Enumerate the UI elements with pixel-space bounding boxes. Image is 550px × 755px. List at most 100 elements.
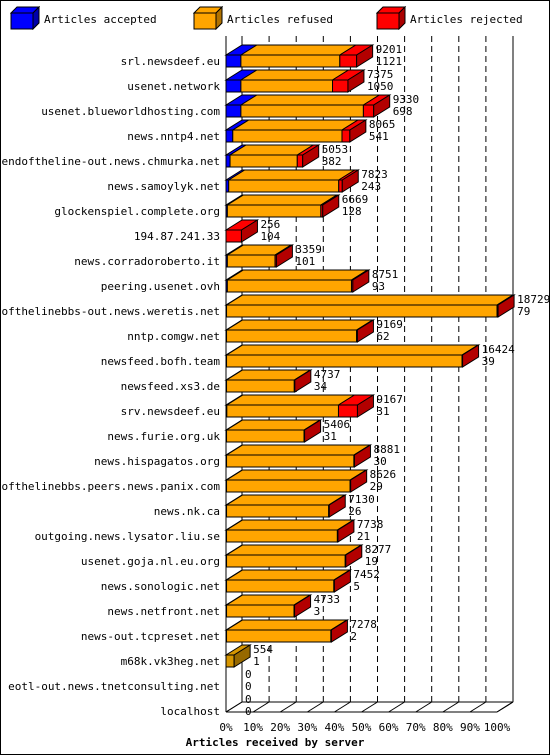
- category-label: usenet.network: [127, 80, 220, 93]
- value-label-total: 8277: [365, 543, 392, 556]
- bar-segment-refused: [226, 604, 295, 618]
- bar-side-rejected: [356, 44, 374, 68]
- value-label-second: 26: [348, 505, 361, 518]
- value-label-total: 256: [260, 218, 280, 231]
- bar-segment-refused: [226, 504, 330, 518]
- bar-segment-refused: [240, 54, 341, 68]
- value-label-total: 0: [245, 693, 252, 706]
- category-label: 194.87.241.33: [134, 230, 220, 243]
- category-label: endofthelinebbs-out.news.weretis.net: [0, 305, 220, 318]
- category-label: news-out.tcpreset.net: [81, 630, 220, 643]
- legend-swatch-refused: [193, 6, 223, 30]
- bar-side-rejected: [352, 269, 370, 293]
- value-label-second: 3: [314, 605, 321, 618]
- category-label: glockenspiel.complete.org: [54, 205, 220, 218]
- x-tick-label: 30%: [297, 721, 317, 734]
- bar-segment-accepted: [225, 154, 231, 168]
- bar-side-rejected: [304, 419, 322, 443]
- bar-segment-rejected: [338, 179, 343, 193]
- bar-top-refused: [225, 269, 370, 281]
- value-label-total: 9167: [376, 393, 403, 406]
- bar-top-refused: [226, 169, 357, 181]
- bar-segment-refused: [226, 279, 352, 293]
- x-tick-label: 10%: [243, 721, 263, 734]
- x-tick-label: 40%: [324, 721, 344, 734]
- bar-top-refused: [224, 469, 368, 481]
- bar-segment-refused: [226, 329, 358, 343]
- value-label-second: 104: [260, 230, 280, 243]
- bar-side-rejected: [294, 369, 312, 393]
- floor-tick-line: [496, 701, 514, 713]
- bar-side-rejected: [341, 169, 359, 193]
- bar-top-refused: [224, 519, 356, 531]
- category-label: news.furie.org.uk: [107, 430, 220, 443]
- category-label: news.nntp4.net: [127, 130, 220, 143]
- value-label-second: 1121: [376, 55, 403, 68]
- bar-side-rejected: [328, 494, 346, 518]
- bar-top-refused: [239, 69, 351, 81]
- value-label-second: 5: [353, 580, 360, 593]
- value-label-second: 62: [376, 330, 389, 343]
- bar-segment-refused: [229, 154, 298, 168]
- legend-label-accepted: Articles accepted: [44, 13, 157, 26]
- bar-side-rejected: [302, 144, 320, 168]
- bar-top-refused: [225, 394, 357, 406]
- legend-label-rejected: Articles rejected: [410, 13, 523, 26]
- bar-segment-refused: [226, 529, 338, 543]
- bar-side-rejected: [356, 319, 374, 343]
- legend-label-refused: Articles refused: [227, 13, 333, 26]
- value-label-second: 541: [369, 130, 389, 143]
- value-label-total: 9169: [376, 318, 403, 331]
- value-label-second: 79: [517, 305, 530, 318]
- bar-segment-rejected: [362, 104, 375, 118]
- bar-top-refused: [224, 444, 372, 456]
- bar-segment-rejected: [296, 154, 304, 168]
- bar-top-refused: [224, 294, 515, 306]
- value-label-total: 5406: [324, 418, 351, 431]
- category-label: newsfeed.xs3.de: [121, 380, 220, 393]
- bar-segment-refused: [240, 104, 364, 118]
- bar-segment-accepted: [225, 129, 234, 143]
- category-label: usenet.blueworldhosting.com: [41, 105, 220, 118]
- legend: Articles accepted Articles refused Artic…: [0, 0, 550, 36]
- value-label-total: 8751: [372, 268, 399, 281]
- bar-side-rejected: [373, 94, 391, 118]
- category-label: localhost: [160, 705, 220, 718]
- bar-side-rejected: [356, 394, 374, 418]
- bar-top-refused: [224, 544, 363, 556]
- value-label-second: 39: [482, 355, 495, 368]
- value-label-second: 101: [295, 255, 315, 268]
- category-label: usenet.goja.nl.eu.org: [81, 555, 220, 568]
- floor-tick-line: [225, 701, 243, 713]
- category-label: news.nk.ca: [154, 505, 220, 518]
- floor-tick-line: [252, 701, 270, 713]
- value-label-second: 1050: [367, 80, 394, 93]
- value-label-second: 698: [393, 105, 413, 118]
- category-label: news.hispagatos.org: [94, 455, 220, 468]
- bar-side-rejected: [275, 244, 293, 268]
- bar-segment-refused: [226, 454, 355, 468]
- value-label-total: 4733: [314, 593, 341, 606]
- floor-tick-line: [279, 701, 297, 713]
- value-label-total: 18729: [517, 293, 550, 306]
- floor-tick-line: [388, 701, 405, 713]
- bar-segment-accepted: [225, 104, 242, 118]
- bar-segment-refused: [226, 629, 332, 643]
- bar-segment-refused: [226, 554, 346, 568]
- value-label-total: 5053: [322, 143, 349, 156]
- value-label-total: 7375: [367, 68, 394, 81]
- x-tick-label: 100%: [484, 721, 511, 734]
- bar-segment-refused: [226, 204, 322, 218]
- category-label: peering.usenet.ovh: [101, 280, 220, 293]
- bar-side-rejected: [333, 569, 351, 593]
- value-label-total: 8065: [369, 118, 396, 131]
- x-tick-label: 20%: [270, 721, 290, 734]
- bar-top-refused: [224, 619, 349, 631]
- bar-segment-rejected: [341, 129, 351, 143]
- value-label-total: 8881: [373, 443, 400, 456]
- bar-side-rejected: [353, 444, 371, 468]
- x-axis-title: Articles received by server: [185, 736, 365, 749]
- bar-segment-rejected: [225, 229, 242, 243]
- bar-side-rejected: [345, 544, 363, 568]
- category-label: endofthelinebbs.peers.news.panix.com: [0, 480, 220, 493]
